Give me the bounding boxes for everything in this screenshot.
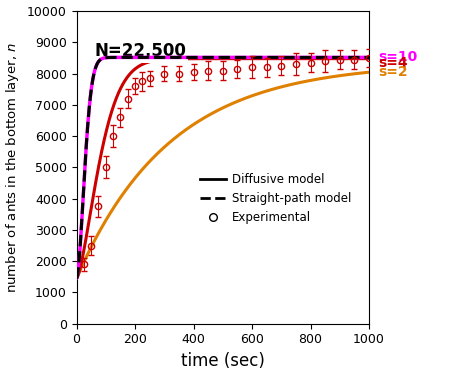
Y-axis label: number of ants in the bottom layer, $n$: number of ants in the bottom layer, $n$ [4, 42, 21, 293]
Text: s=10: s=10 [378, 51, 417, 64]
Text: s=2: s=2 [378, 65, 407, 79]
Legend: Diffusive model, Straight-path model, Experimental: Diffusive model, Straight-path model, Ex… [200, 173, 351, 224]
Text: N=22,500: N=22,500 [94, 42, 186, 60]
X-axis label: time (sec): time (sec) [181, 352, 265, 370]
Text: s=4: s=4 [378, 56, 407, 70]
